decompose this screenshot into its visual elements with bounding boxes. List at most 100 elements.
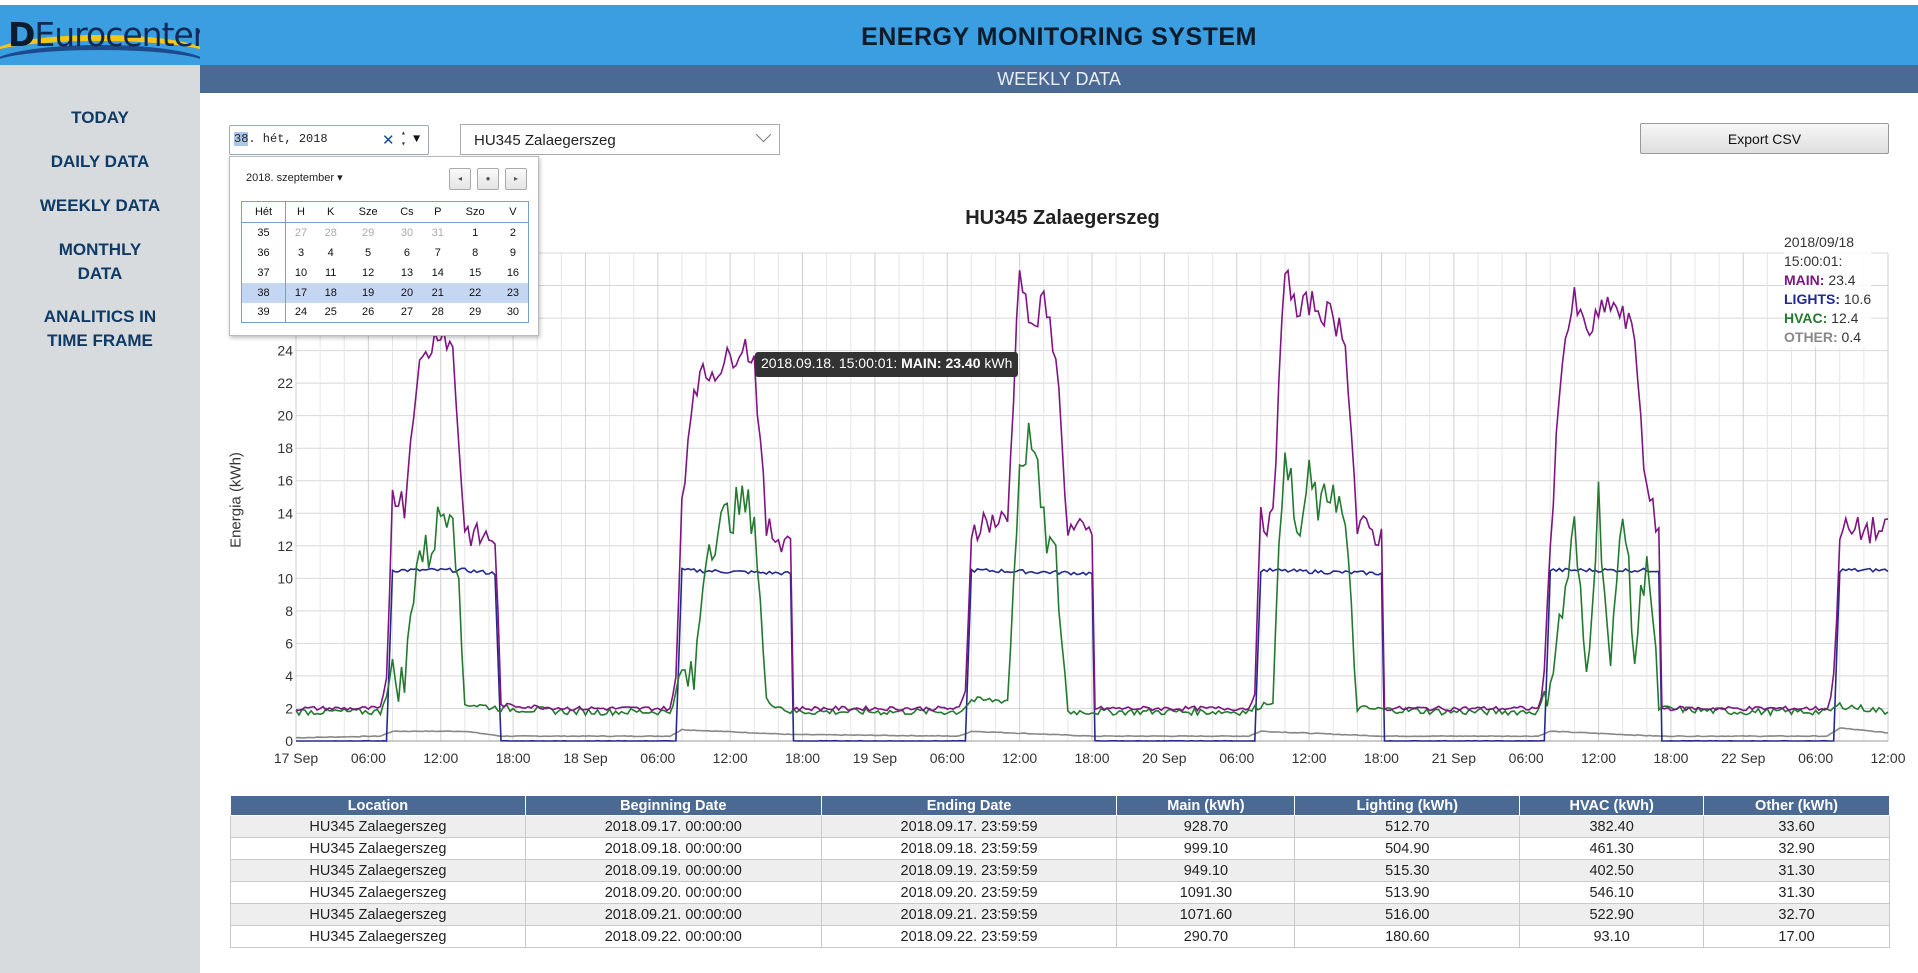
sidebar-item-monthly-data[interactable]: MONTHLY DATA	[0, 238, 200, 286]
y-tick-label: 8	[285, 603, 293, 619]
calendar-day[interactable]: 20	[390, 282, 424, 303]
sidebar-item-weekly-data[interactable]: WEEKLY DATA	[0, 194, 200, 218]
tooltip-value: 23.40	[941, 355, 981, 371]
table-cell: 513.90	[1294, 881, 1521, 904]
calendar-day[interactable]: 23	[497, 282, 529, 303]
calendar-day[interactable]: 2	[509, 226, 516, 239]
table-header-cell[interactable]: Lighting (kWh)	[1294, 795, 1521, 816]
calendar-week-number[interactable]: 37	[241, 262, 286, 283]
sidebar-item-today[interactable]: TODAY	[0, 106, 200, 130]
table-cell: 2018.09.20. 23:59:59	[820, 881, 1118, 904]
calendar-day[interactable]: 15	[469, 266, 482, 279]
calendar-day[interactable]: 31	[431, 226, 444, 239]
calendar-day[interactable]: 5	[365, 246, 372, 259]
calendar-day[interactable]: 24	[294, 306, 308, 319]
calendar-day[interactable]: 29	[469, 306, 482, 319]
calendar-day[interactable]: 4	[327, 246, 334, 259]
y-tick-label: 20	[277, 408, 293, 424]
calendar-day[interactable]: 7	[434, 246, 441, 259]
calendar-day[interactable]: 22	[452, 282, 498, 303]
calendar-day[interactable]: 14	[431, 266, 444, 279]
calendar-day[interactable]: 19	[345, 282, 391, 303]
legend-value: 0.4	[1837, 329, 1862, 345]
x-tick-label: 19 Sep	[853, 750, 898, 766]
calendar-day[interactable]: 11	[325, 266, 337, 279]
calendar-day[interactable]: 29	[361, 226, 375, 239]
calendar-month-label[interactable]: 2018. szeptember	[246, 172, 335, 184]
calendar-day[interactable]: 28	[324, 226, 337, 239]
calendar-prev-button[interactable]: ◂	[449, 168, 471, 190]
week-number[interactable]: 38	[234, 132, 249, 146]
calendar-day[interactable]: 18	[316, 282, 346, 303]
chart-legend: 2018/09/18 15:00:01: MAIN: 23.4 LIGHTS: 1…	[1784, 233, 1872, 347]
calendar-day[interactable]: 6	[403, 246, 411, 259]
table-cell: 2018.09.17. 23:59:59	[820, 815, 1118, 838]
calendar-header-cell: Sze	[345, 201, 391, 223]
calendar-week-row[interactable]: 35 27 28 29 30 31 1 2	[241, 222, 529, 243]
table-header-cell[interactable]: Other (kWh)	[1703, 795, 1890, 816]
week-picker-input[interactable]: 38. hét, 2018 ✕ ▴ ▾ ▼	[229, 125, 429, 155]
sidebar-item-label: TODAY	[71, 108, 129, 127]
calendar-day[interactable]: 17	[285, 282, 317, 303]
calendar-day[interactable]: 13	[400, 266, 414, 279]
legend-label: LIGHTS:	[1784, 291, 1840, 307]
table-header-cell[interactable]: Location	[230, 795, 526, 816]
calendar-day[interactable]: 25	[324, 306, 337, 319]
calendar-week-number[interactable]: 38	[241, 282, 286, 303]
calendar-day[interactable]: 27	[400, 306, 414, 319]
table-header-cell[interactable]: Ending Date	[820, 795, 1118, 816]
calendar-day[interactable]: 27	[294, 226, 308, 239]
calendar-day[interactable]: 1	[472, 226, 479, 239]
calendar-next-button[interactable]: ▸	[505, 168, 527, 190]
table-cell: HU345 Zalaegerszeg	[230, 881, 526, 904]
calendar-day[interactable]: 28	[431, 306, 444, 319]
table-header-cell[interactable]: Main (kWh)	[1116, 795, 1296, 816]
x-tick-label: 12:00	[1581, 750, 1616, 766]
table-row: HU345 Zalaegerszeg 2018.09.22. 00:00:00 20…	[230, 925, 1890, 948]
table-cell: 402.50	[1519, 859, 1705, 882]
logo-text: DEurocenter	[8, 15, 200, 54]
table-row: HU345 Zalaegerszeg 2018.09.19. 00:00:00 20…	[230, 859, 1890, 882]
x-tick-label: 12:00	[423, 750, 458, 766]
table-header-cell[interactable]: Beginning Date	[524, 795, 822, 816]
calendar-month-selector[interactable]: 2018. szeptember ▾	[246, 171, 343, 184]
calendar-week-row[interactable]: 38 17 18 19 20 21 22 23	[241, 282, 529, 303]
location-select[interactable]: HU345 Zalaegerszeg	[460, 124, 780, 155]
calendar-day[interactable]: 16	[506, 266, 520, 279]
week-calendar-popup: 2018. szeptember ▾ ◂ ● ▸ Hét H K Sze Cs P Szo V…	[229, 156, 539, 336]
calendar-day[interactable]: 10	[294, 266, 308, 279]
calendar-day[interactable]: 8	[472, 246, 479, 259]
calendar-day[interactable]: 12	[361, 266, 375, 279]
calendar-day[interactable]: 9	[509, 246, 516, 259]
close-icon[interactable]: ✕	[382, 131, 395, 149]
calendar-day[interactable]: 26	[361, 306, 375, 319]
x-tick-label: 18:00	[1074, 750, 1109, 766]
table-header-cell[interactable]: HVAC (kWh)	[1519, 795, 1705, 816]
calendar-week-row[interactable]: 37 10 11 12 13 14 15 16	[241, 262, 529, 283]
chart[interactable]: 0246810121416182022242617 Sep06:0012:001…	[0, 0, 1918, 780]
calendar-week-row[interactable]: 39 24 25 26 27 28 29 30	[241, 302, 529, 323]
table-cell: HU345 Zalaegerszeg	[230, 859, 526, 882]
calendar-day[interactable]: 30	[400, 226, 414, 239]
calendar-header-cell: Hét	[241, 201, 286, 223]
caret-down-icon[interactable]: ▾	[337, 172, 343, 184]
spinner-icon[interactable]: ▴ ▾	[401, 129, 406, 149]
table-row: HU345 Zalaegerszeg 2018.09.17. 00:00:00 20…	[230, 815, 1890, 838]
calendar-week-number[interactable]: 39	[241, 302, 286, 323]
sidebar-item-daily-data[interactable]: DAILY DATA	[0, 150, 200, 174]
x-tick-label: 12:00	[1292, 750, 1327, 766]
sidebar-item-analitics-in-time-frame[interactable]: ANALITICS IN TIME FRAME	[0, 305, 200, 353]
calendar-week-row[interactable]: 36 3 4 5 6 7 8 9	[241, 242, 529, 263]
calendar-header-cell: V	[497, 201, 529, 223]
calendar-day[interactable]: 30	[506, 306, 520, 319]
export-csv-button[interactable]: Export CSV	[1640, 123, 1889, 154]
calendar-day[interactable]: 21	[423, 282, 453, 303]
table-cell: 2018.09.22. 23:59:59	[820, 925, 1118, 948]
calendar-week-number[interactable]: 35	[241, 222, 286, 243]
logo[interactable]: DEurocenter	[0, 5, 200, 65]
series-line-main	[295, 268, 1889, 712]
calendar-week-number[interactable]: 36	[241, 242, 286, 263]
caret-down-icon[interactable]: ▼	[413, 132, 421, 146]
calendar-today-button[interactable]: ●	[477, 168, 499, 190]
calendar-day[interactable]: 3	[297, 246, 305, 259]
